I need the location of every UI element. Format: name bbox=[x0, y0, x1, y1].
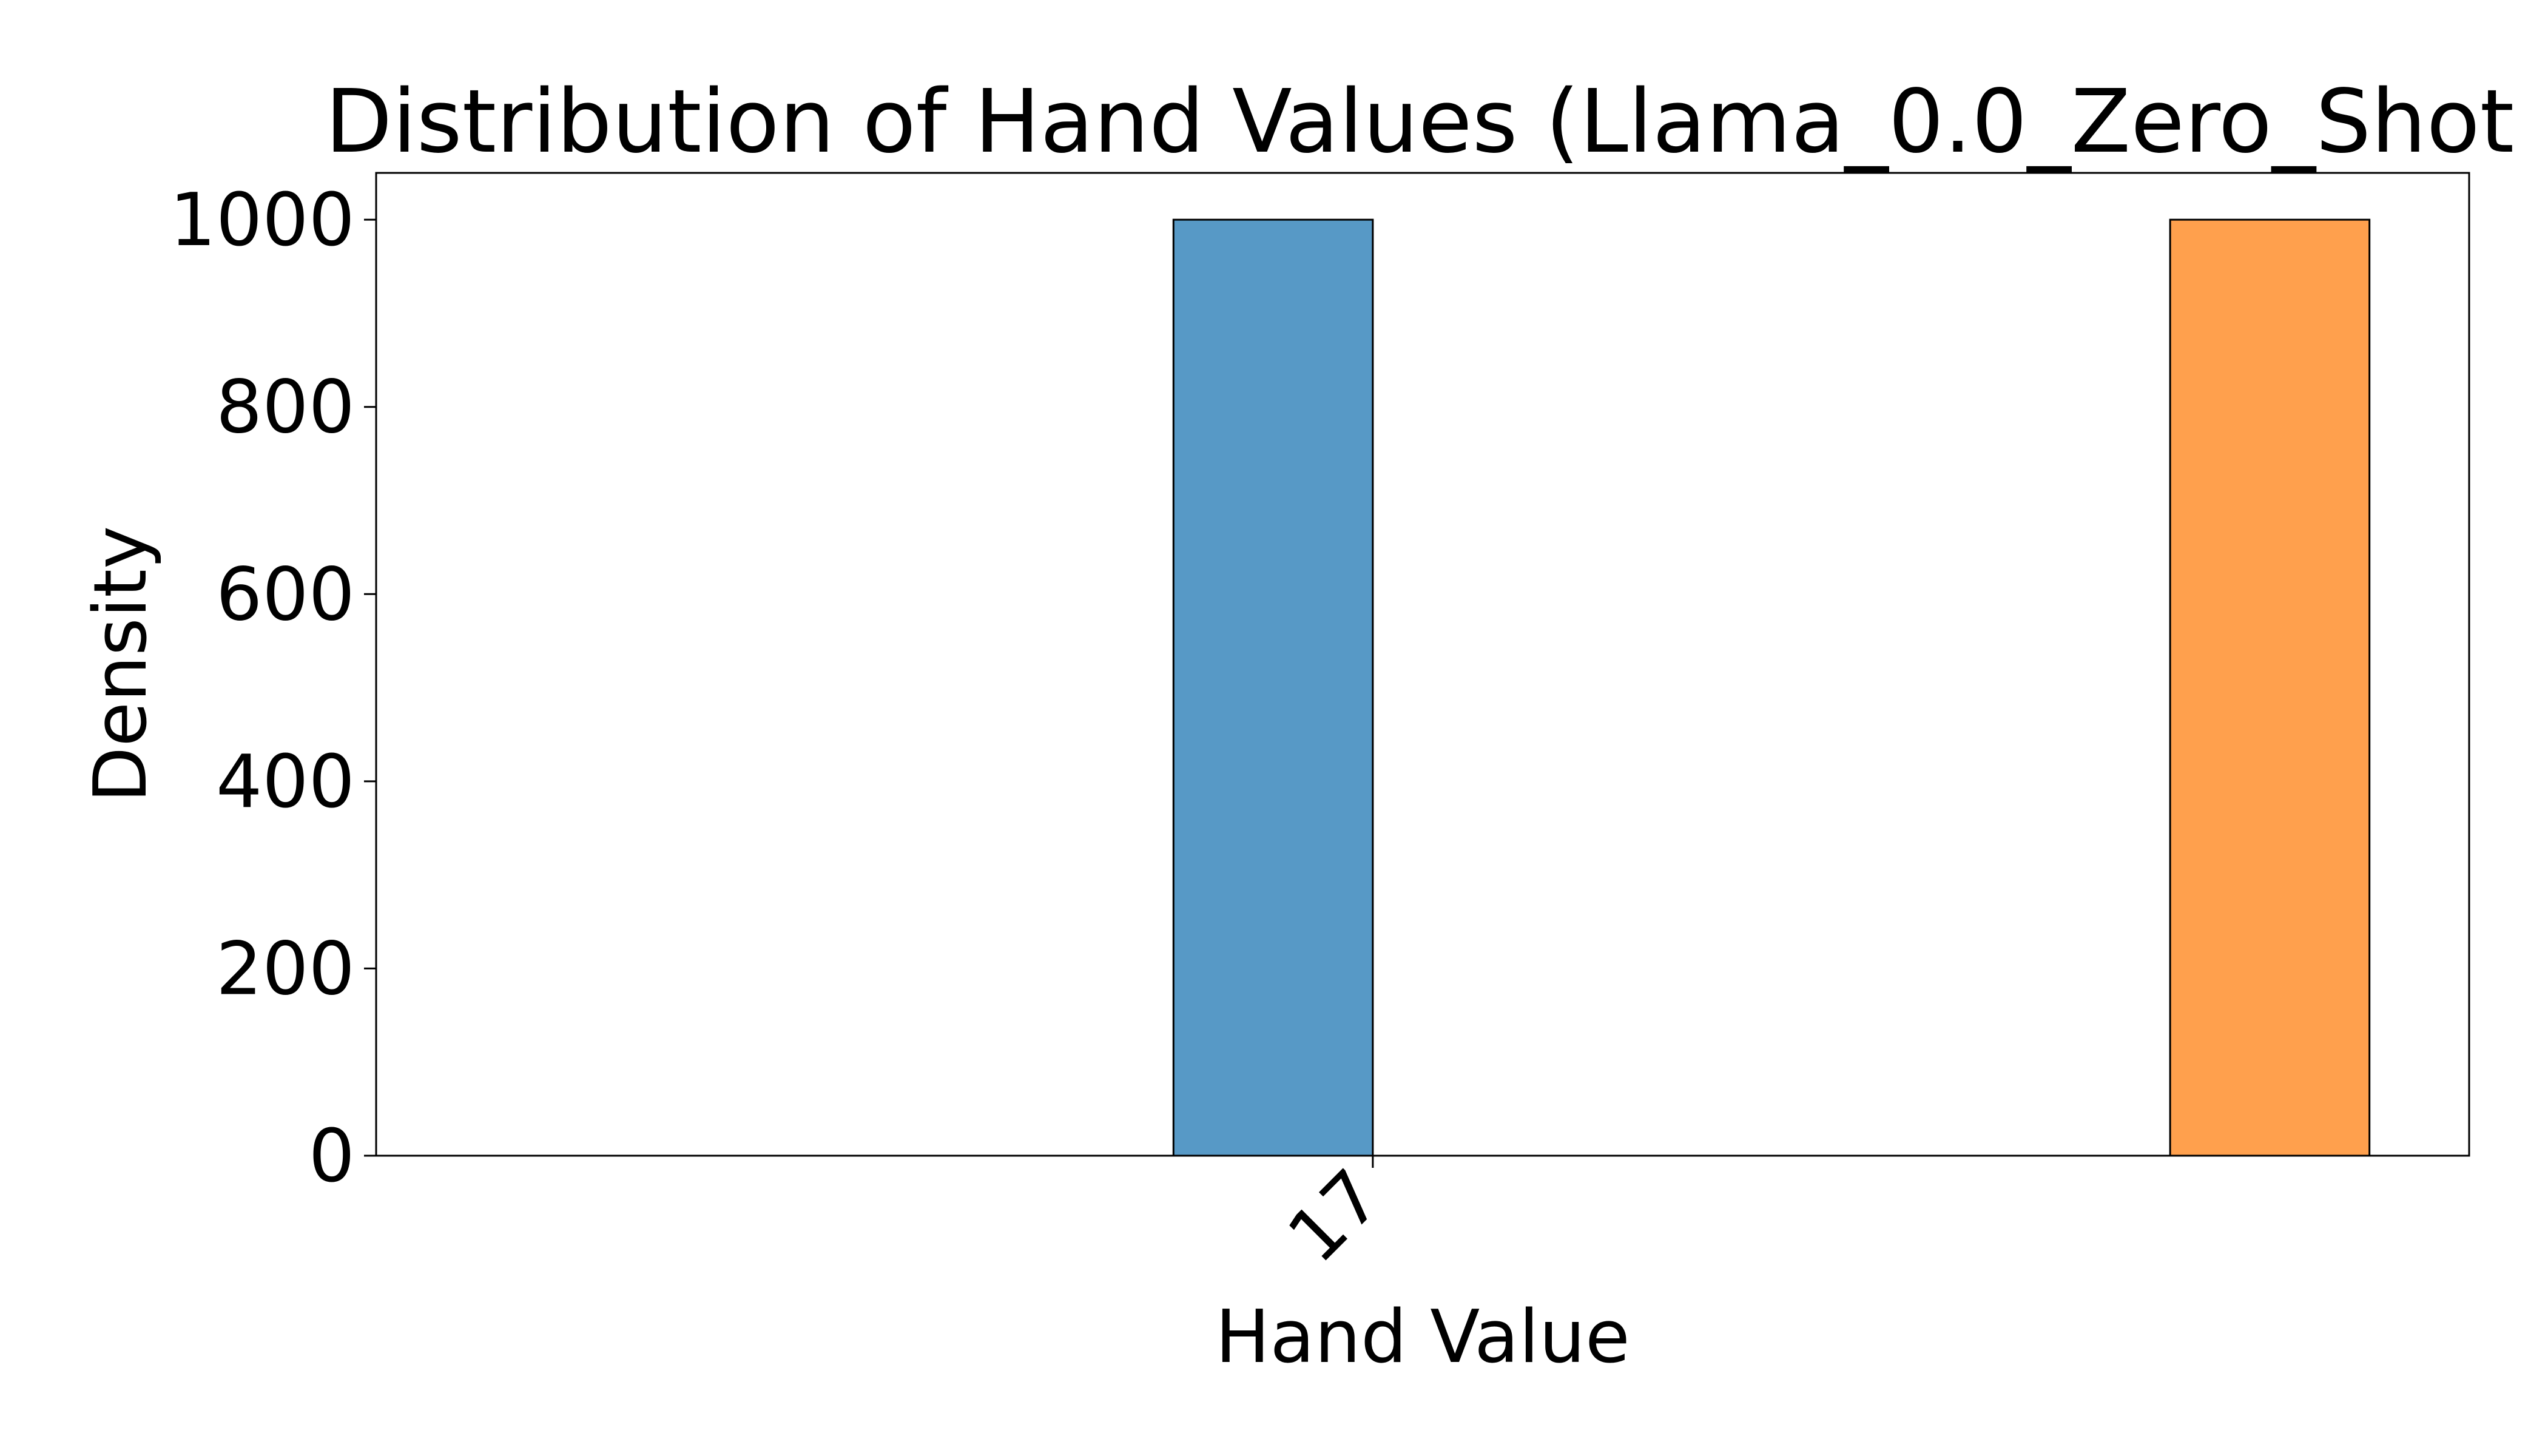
y-tick-label: 600 bbox=[216, 553, 355, 637]
y-tick-label: 200 bbox=[216, 927, 355, 1011]
y-tick-label: 0 bbox=[309, 1114, 355, 1199]
bars-layer bbox=[1172, 218, 2371, 1157]
y-tick-label: 400 bbox=[216, 740, 355, 824]
chart-title: Distribution of Hand Values (Llama_0.0_Z… bbox=[325, 70, 2514, 172]
y-axis-ticks: 0 200 400 600 800 1000 bbox=[170, 178, 376, 1199]
plot-frame bbox=[375, 172, 2470, 1157]
y-axis-label: Density bbox=[79, 526, 163, 803]
histogram-bar bbox=[2169, 218, 2371, 1157]
histogram-bar bbox=[1172, 218, 1374, 1157]
x-axis-label: Hand Value bbox=[1215, 1295, 1630, 1380]
y-tick-label: 1000 bbox=[170, 178, 355, 263]
y-tick-label: 800 bbox=[216, 366, 355, 450]
